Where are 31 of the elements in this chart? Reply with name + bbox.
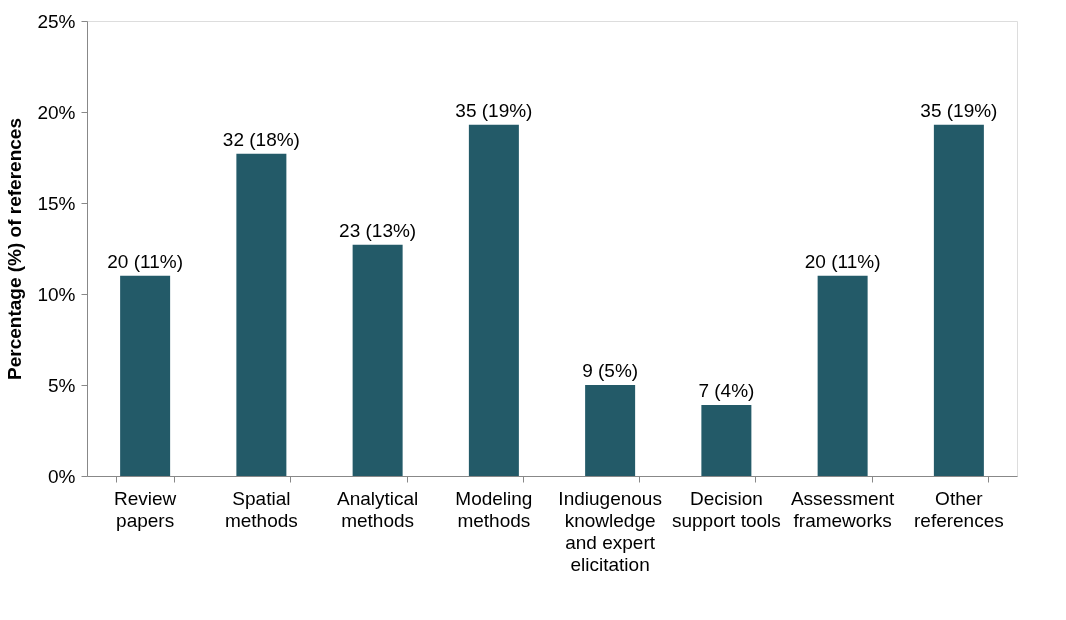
bar <box>585 385 636 476</box>
y-tick-label: 20% <box>37 101 76 123</box>
data-label: 35 (19%) <box>455 99 533 121</box>
y-tick-label: 10% <box>37 283 76 305</box>
y-axis-title: Percentage (%) of references <box>4 118 26 380</box>
x-tick-label: Indiugenous knowledge and expert elicitation <box>558 488 662 575</box>
data-label: 32 (18%) <box>222 128 300 150</box>
x-tick-label: Assessment frameworks <box>790 488 896 531</box>
bar <box>120 275 171 476</box>
data-label: 9 (5%) <box>582 360 639 381</box>
y-tick-label: 5% <box>48 374 76 396</box>
x-tick-label: Review papers <box>113 488 177 531</box>
y-tick-label: 15% <box>37 192 76 214</box>
x-tick-label: Decision support tools <box>671 488 781 531</box>
bar <box>236 153 287 476</box>
data-label: 20 (11%) <box>107 250 183 272</box>
bar <box>933 124 984 476</box>
data-label: 20 (11%) <box>804 250 881 272</box>
y-tick-label: 0% <box>48 465 76 487</box>
x-tick-label: Analytical methods <box>336 488 419 531</box>
data-label: 35 (19%) <box>920 99 998 121</box>
x-tick-label: Other references <box>913 488 1004 531</box>
bar <box>701 405 752 476</box>
data-label: 23 (13%) <box>339 219 417 241</box>
data-label: 7 (4%) <box>698 380 755 402</box>
bar <box>352 244 403 476</box>
x-tick-label: Spatial methods <box>224 488 298 531</box>
y-tick-label: 25% <box>37 10 76 32</box>
x-tick-label: Modeling methods <box>455 488 533 531</box>
bar <box>468 124 519 476</box>
bar <box>817 275 868 476</box>
